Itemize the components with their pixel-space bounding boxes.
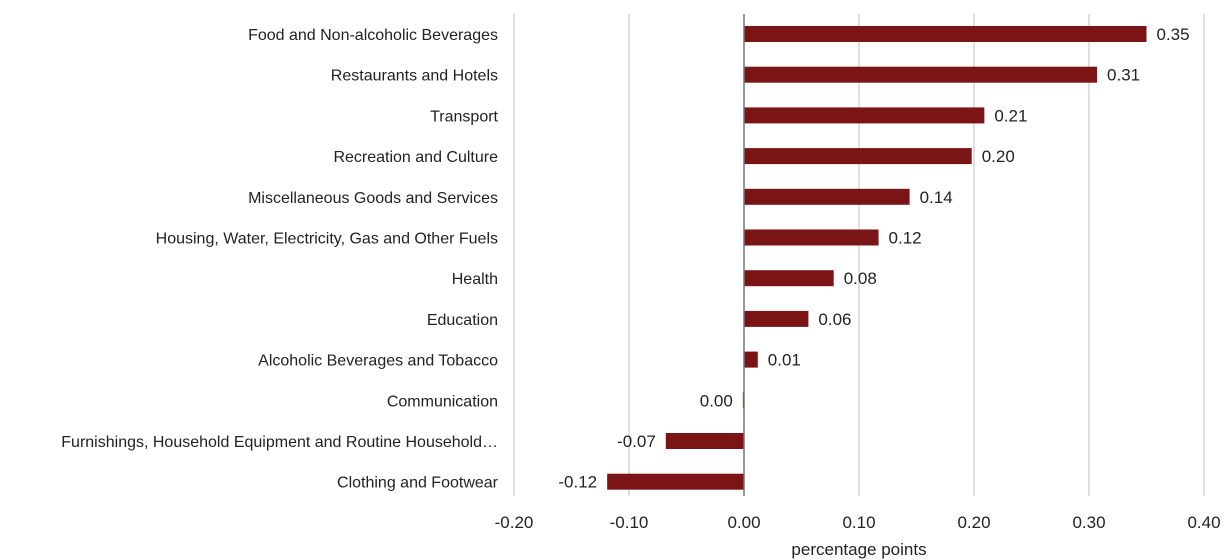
x-tick-label: 0.40 — [1187, 513, 1220, 532]
data-label: 0.00 — [700, 391, 733, 410]
data-label: 0.20 — [982, 147, 1015, 166]
category-label: Restaurants and Hotels — [331, 68, 498, 85]
data-label: 0.31 — [1107, 66, 1140, 85]
data-label: 0.01 — [768, 351, 801, 370]
bar — [607, 473, 744, 490]
data-label: -0.12 — [558, 473, 597, 492]
x-tick-label: -0.20 — [495, 513, 534, 532]
data-label: 0.14 — [920, 188, 953, 207]
x-tick-label: 0.20 — [957, 513, 990, 532]
data-label: 0.21 — [994, 106, 1027, 125]
x-tick-label: 0.30 — [1072, 513, 1105, 532]
category-label: Communication — [387, 393, 498, 410]
bar — [744, 188, 910, 205]
bar — [744, 229, 879, 246]
x-tick-label: 0.00 — [727, 513, 760, 532]
category-label: Recreation and Culture — [333, 149, 498, 166]
data-label: 0.06 — [818, 310, 851, 329]
bar — [744, 66, 1098, 83]
category-label: Food and Non-alcoholic Beverages — [248, 27, 498, 44]
bar — [665, 433, 744, 449]
bar — [744, 270, 834, 287]
data-label: 0.08 — [844, 269, 877, 288]
bar — [744, 107, 985, 124]
category-label: Alcoholic Beverages and Tobacco — [258, 353, 498, 370]
data-label: -0.07 — [617, 432, 656, 451]
category-label: Health — [452, 271, 498, 288]
category-label: Miscellaneous Goods and Services — [248, 190, 498, 207]
data-label: 0.35 — [1157, 25, 1190, 44]
x-axis-title: percentage points — [791, 540, 926, 559]
x-tick-label: 0.10 — [842, 513, 875, 532]
bar — [744, 148, 972, 165]
x-tick-label: -0.10 — [610, 513, 649, 532]
category-label: Education — [427, 312, 498, 329]
bar — [744, 26, 1147, 42]
data-label: 0.12 — [889, 229, 922, 248]
category-label: Furnishings, Household Equipment and Rou… — [61, 434, 498, 451]
category-label: Clothing and Footwear — [337, 475, 499, 492]
bar — [744, 310, 809, 327]
category-label: Transport — [430, 108, 498, 125]
category-label: Housing, Water, Electricity, Gas and Oth… — [156, 231, 498, 248]
bar — [744, 351, 758, 368]
